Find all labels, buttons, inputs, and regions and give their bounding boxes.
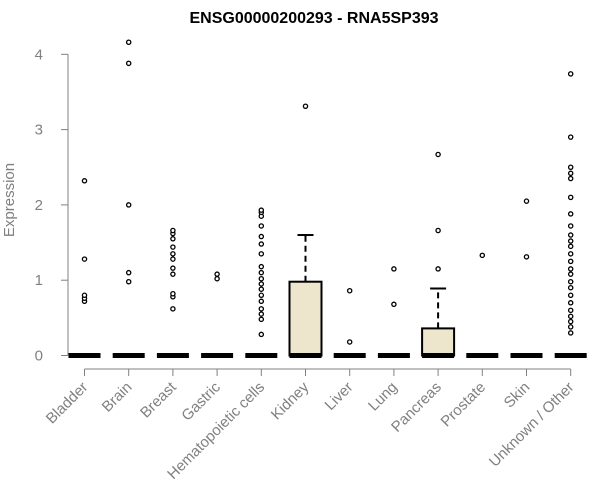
outlier-point — [170, 244, 176, 250]
outlier-point — [258, 223, 265, 229]
outlier-point — [170, 265, 176, 271]
x-category-label: Unknown / Other — [486, 379, 578, 471]
outlier-point — [214, 275, 220, 282]
outlier-point — [391, 301, 397, 308]
y-axis-label: Expression — [1, 163, 18, 237]
y-tick-label: 2 — [35, 197, 43, 214]
outlier-point — [125, 202, 132, 208]
outlier-point — [258, 292, 265, 299]
outlier-point — [214, 271, 220, 277]
box-group — [421, 287, 456, 358]
outlier-point — [567, 324, 574, 330]
outlier-point — [258, 331, 265, 338]
outlier-point — [81, 292, 88, 299]
x-category-label: Breast — [137, 378, 180, 421]
outlier-point — [170, 251, 176, 257]
outlier-point — [567, 307, 574, 314]
outlier-point — [170, 227, 176, 234]
outlier-point — [435, 151, 441, 158]
outlier-point — [567, 278, 574, 285]
outlier-point — [567, 251, 574, 257]
y-tick-label: 1 — [35, 272, 43, 289]
outlier-point — [170, 236, 176, 242]
outlier-point — [258, 298, 265, 305]
outlier-point — [567, 175, 574, 182]
outlier-point — [346, 287, 353, 294]
box-body — [421, 327, 456, 357]
y-tick-label: 3 — [35, 122, 43, 139]
outlier-point — [258, 233, 265, 240]
outlier-point — [125, 39, 132, 46]
outlier-point — [302, 103, 309, 110]
outlier-point — [258, 263, 265, 270]
outlier-point — [81, 178, 88, 184]
x-category-label: Prostate — [438, 379, 490, 431]
outlier-point — [258, 241, 265, 247]
outlier-point — [125, 269, 132, 276]
outlier-point — [567, 243, 574, 250]
outlier-point — [258, 251, 265, 257]
outlier-point — [567, 258, 574, 265]
outlier-point — [258, 316, 265, 323]
axes: 0 1 2 3 4 — [35, 46, 572, 376]
outlier-point — [567, 300, 574, 306]
outlier-point — [170, 291, 176, 297]
outlier-point — [567, 170, 574, 177]
outlier-point — [258, 207, 265, 213]
outlier-point — [567, 330, 574, 336]
outlier-point — [258, 306, 265, 312]
box-group — [288, 234, 323, 358]
outlier-point — [435, 266, 441, 272]
outlier-point — [170, 256, 176, 262]
outlier-point — [567, 318, 574, 325]
outlier-point — [258, 275, 265, 282]
outlier-point — [523, 198, 530, 204]
chart-title: ENSG00000200293 - RNA5SP393 — [189, 10, 438, 27]
x-category-label: Bladder — [43, 379, 92, 428]
boxes — [68, 234, 587, 358]
x-category-label: Skin — [501, 379, 534, 412]
outlier-point — [125, 60, 132, 67]
x-category-label: Kidney — [268, 378, 313, 423]
outlier-point — [567, 164, 574, 170]
outlier-point — [567, 271, 574, 277]
outlier-point — [567, 266, 574, 272]
y-tick-label: 0 — [35, 348, 43, 365]
outlier-point — [567, 194, 574, 201]
outlier-point — [170, 271, 176, 277]
outlier-point — [567, 284, 574, 291]
outlier-point — [391, 266, 397, 272]
outlier-point — [567, 71, 574, 77]
outlier-point — [567, 238, 574, 244]
outlier-point — [567, 232, 574, 238]
outlier-point — [346, 339, 353, 345]
outlier-point — [567, 292, 574, 299]
x-category-label: Lung — [365, 379, 401, 415]
outlier-point — [170, 306, 176, 312]
outlier-point — [81, 256, 88, 262]
box-body — [288, 280, 323, 357]
outlier-point — [567, 211, 574, 217]
outlier-point — [435, 227, 441, 234]
outlier-point — [567, 134, 574, 140]
outliers — [81, 39, 574, 345]
outlier-point — [258, 286, 265, 292]
outlier-point — [567, 223, 574, 229]
outlier-point — [258, 269, 265, 276]
outlier-point — [258, 311, 265, 317]
y-tick-label: 4 — [35, 46, 43, 63]
x-category-label: Brain — [99, 379, 136, 416]
outlier-point — [479, 252, 486, 259]
outlier-point — [258, 281, 265, 287]
outlier-point — [125, 278, 132, 285]
x-category-label: Liver — [322, 379, 357, 414]
outlier-point — [523, 254, 530, 260]
outlier-point — [567, 313, 574, 320]
